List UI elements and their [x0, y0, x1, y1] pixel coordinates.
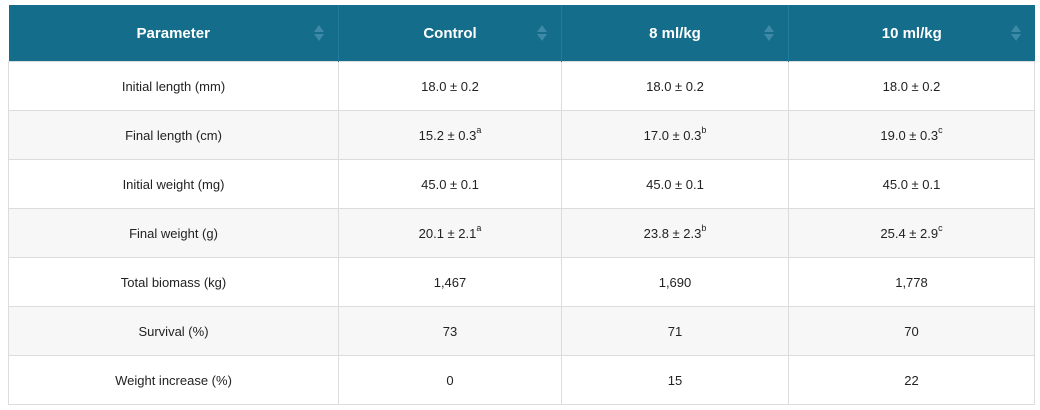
column-header-parameter[interactable]: Parameter: [8, 5, 339, 62]
column-header-label: 8 ml/kg: [649, 24, 701, 42]
cell-8ml: 23.8 ± 2.3b: [561, 208, 789, 258]
cell-10ml: 25.4 ± 2.9c: [788, 208, 1035, 258]
table-body: Initial length (mm) 18.0 ± 0.2 18.0 ± 0.…: [8, 61, 1035, 405]
cell-8ml: 1,690: [561, 257, 789, 307]
cell-text: 19.0 ± 0.3: [880, 127, 939, 143]
cell-text: Weight increase (%): [115, 372, 232, 388]
table-row: Initial weight (mg) 45.0 ± 0.1 45.0 ± 0.…: [8, 159, 1035, 209]
cell-parameter: Survival (%): [8, 306, 339, 356]
cell-superscript: a: [476, 124, 482, 135]
cell-text: 1,690: [658, 274, 692, 290]
cell-parameter: Initial length (mm): [8, 61, 339, 111]
cell-text: 15.2 ± 0.3: [418, 127, 477, 143]
table-row: Initial length (mm) 18.0 ± 0.2 18.0 ± 0.…: [8, 61, 1035, 111]
cell-superscript: c: [938, 124, 943, 135]
cell-text: Final length (cm): [125, 127, 222, 143]
cell-text: 18.0 ± 0.2: [882, 78, 941, 94]
table-header: Parameter Control 8 ml/kg 10 ml/kg: [8, 5, 1035, 62]
cell-text: 73: [442, 323, 458, 339]
cell-10ml: 1,778: [788, 257, 1035, 307]
cell-superscript: b: [701, 222, 707, 233]
cell-control: 1,467: [338, 257, 562, 307]
cell-parameter: Final length (cm): [8, 110, 339, 160]
cell-parameter: Total biomass (kg): [8, 257, 339, 307]
cell-parameter: Initial weight (mg): [8, 159, 339, 209]
cell-text: Final weight (g): [129, 225, 218, 241]
cell-text: 18.0 ± 0.2: [421, 78, 479, 94]
cell-text: 0: [446, 372, 454, 388]
column-header-8ml[interactable]: 8 ml/kg: [561, 5, 789, 62]
cell-10ml: 70: [788, 306, 1035, 356]
cell-8ml: 45.0 ± 0.1: [561, 159, 789, 209]
cell-text: 45.0 ± 0.1: [882, 176, 941, 192]
cell-control: 15.2 ± 0.3a: [338, 110, 562, 160]
cell-text: Initial length (mm): [121, 78, 226, 94]
cell-text: 45.0 ± 0.1: [646, 176, 704, 192]
table-row: Total biomass (kg) 1,467 1,690 1,778: [8, 257, 1035, 307]
cell-superscript: c: [938, 222, 943, 233]
cell-text: 1,778: [895, 274, 928, 290]
cell-control: 73: [338, 306, 562, 356]
cell-text: Initial weight (mg): [122, 176, 225, 192]
column-header-label: Control: [423, 24, 477, 42]
cell-10ml: 22: [788, 355, 1035, 405]
data-table-container: Parameter Control 8 ml/kg 10 ml/kg: [8, 5, 1035, 405]
cell-text: 1,467: [433, 274, 467, 290]
cell-text: 20.1 ± 2.1: [418, 225, 477, 241]
cell-text: 71: [667, 323, 683, 339]
cell-text: 18.0 ± 0.2: [646, 78, 704, 94]
cell-text: 17.0 ± 0.3: [643, 127, 702, 143]
cell-8ml: 71: [561, 306, 789, 356]
data-table: Parameter Control 8 ml/kg 10 ml/kg: [8, 5, 1035, 405]
cell-text: 23.8 ± 2.3: [643, 225, 702, 241]
table-row: Final length (cm) 15.2 ± 0.3a 17.0 ± 0.3…: [8, 110, 1035, 160]
sort-icon[interactable]: [314, 23, 324, 43]
cell-parameter: Final weight (g): [8, 208, 339, 258]
cell-text: 70: [904, 323, 919, 339]
cell-8ml: 18.0 ± 0.2: [561, 61, 789, 111]
cell-8ml: 15: [561, 355, 789, 405]
sort-icon[interactable]: [1010, 23, 1021, 43]
column-header-label: Parameter: [136, 24, 210, 42]
cell-text: Survival (%): [138, 323, 209, 339]
cell-10ml: 18.0 ± 0.2: [788, 61, 1035, 111]
cell-control: 20.1 ± 2.1a: [338, 208, 562, 258]
cell-text: 22: [904, 372, 919, 388]
column-header-label: 10 ml/kg: [881, 24, 942, 42]
cell-text: 25.4 ± 2.9: [880, 225, 939, 241]
cell-parameter: Weight increase (%): [8, 355, 339, 405]
cell-superscript: a: [476, 222, 482, 233]
cell-control: 0: [338, 355, 562, 405]
header-row: Parameter Control 8 ml/kg 10 ml/kg: [8, 5, 1035, 62]
table-row: Weight increase (%) 0 15 22: [8, 355, 1035, 405]
cell-10ml: 45.0 ± 0.1: [788, 159, 1035, 209]
column-header-control[interactable]: Control: [338, 5, 562, 62]
table-row: Survival (%) 73 71 70: [8, 306, 1035, 356]
cell-text: 15: [667, 372, 683, 388]
cell-control: 45.0 ± 0.1: [338, 159, 562, 209]
cell-text: Total biomass (kg): [120, 274, 227, 290]
cell-text: 45.0 ± 0.1: [421, 176, 479, 192]
cell-8ml: 17.0 ± 0.3b: [561, 110, 789, 160]
cell-superscript: b: [701, 124, 707, 135]
cell-control: 18.0 ± 0.2: [338, 61, 562, 111]
table-row: Final weight (g) 20.1 ± 2.1a 23.8 ± 2.3b…: [8, 208, 1035, 258]
column-header-10ml[interactable]: 10 ml/kg: [788, 5, 1035, 62]
cell-10ml: 19.0 ± 0.3c: [788, 110, 1035, 160]
sort-icon[interactable]: [537, 23, 547, 43]
sort-icon[interactable]: [764, 23, 774, 43]
